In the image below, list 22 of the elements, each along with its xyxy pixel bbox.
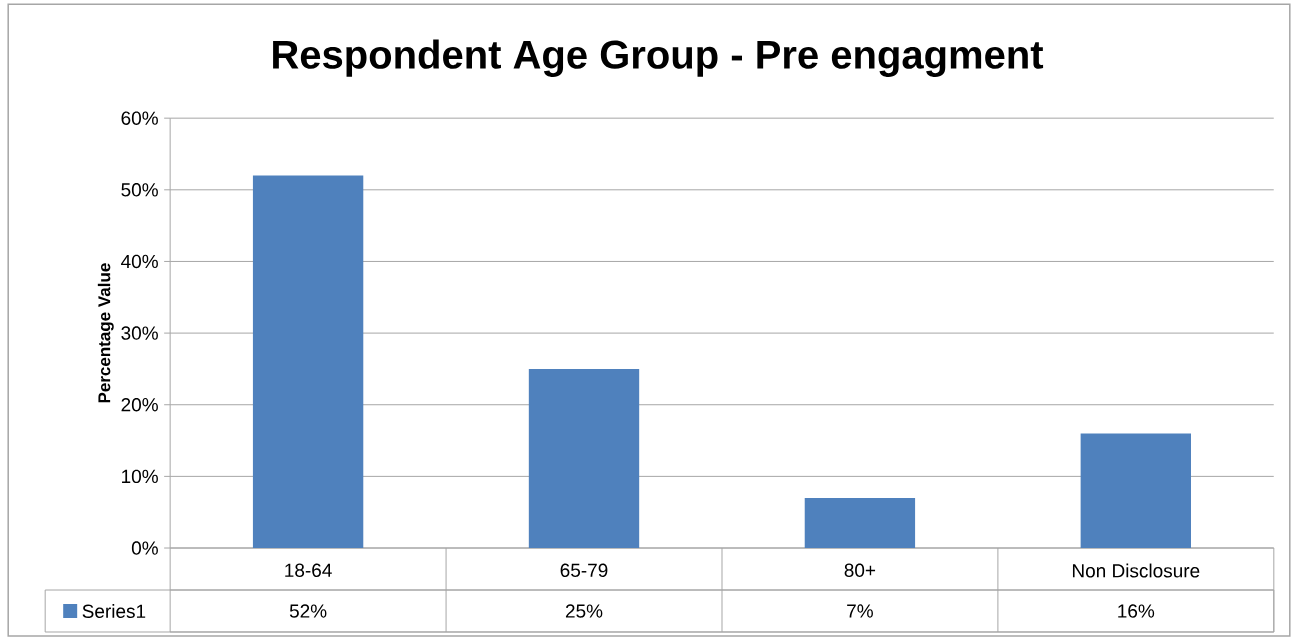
data-label: 52%	[289, 604, 327, 618]
x-tick-label: 80+	[844, 563, 876, 577]
bar	[804, 497, 916, 548]
data-label: 7%	[847, 604, 873, 618]
bar	[1080, 433, 1191, 548]
x-tick-label: 65-79	[560, 563, 608, 577]
y-tick-label: 50%	[121, 182, 158, 197]
x-tick-label: 18-64	[285, 563, 332, 577]
data-label: 25%	[565, 604, 603, 618]
y-tick-label: 0%	[131, 541, 158, 555]
y-tick-label: 10%	[122, 469, 158, 484]
y-tick-label: 60%	[121, 111, 158, 125]
y-axis-title: Percentage Value	[97, 263, 114, 403]
y-tick-label: 30%	[121, 326, 158, 340]
x-tick-label: Non Disclosure	[1072, 563, 1200, 578]
bar	[528, 368, 640, 548]
bar	[252, 175, 364, 548]
y-tick-label: 20%	[121, 397, 158, 412]
data-label: 16%	[1118, 604, 1155, 618]
y-tick-label: 40%	[121, 254, 158, 269]
chart-title: Respondent Age Group - Pre engagment	[273, 39, 1044, 77]
legend-label: Series1	[82, 603, 146, 618]
